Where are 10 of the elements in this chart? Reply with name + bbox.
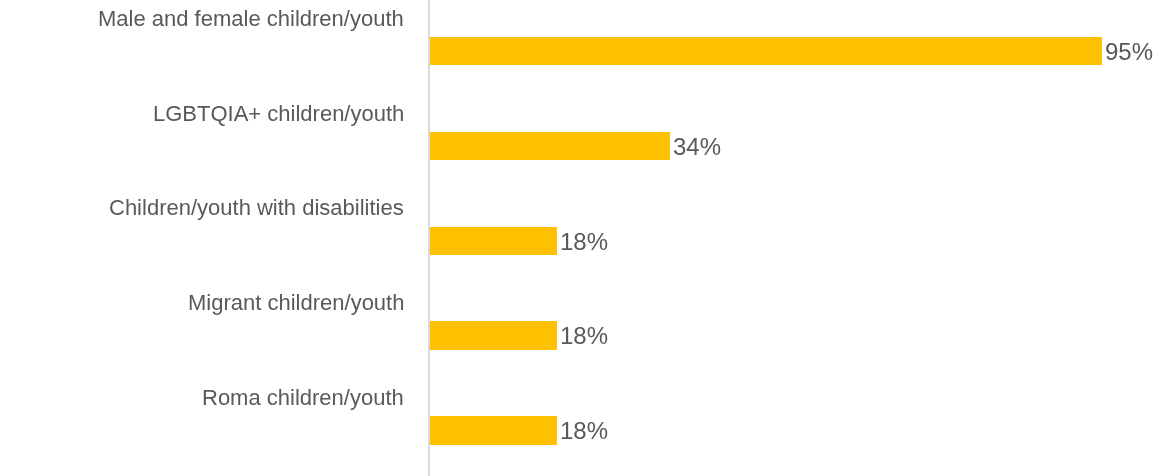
data-label: 18% bbox=[560, 227, 609, 255]
data-label: 95% bbox=[1105, 37, 1154, 65]
y-tick-label: Children/youth with disabilities bbox=[109, 195, 404, 220]
data-label: 34% bbox=[673, 132, 722, 160]
y-tick-label: Migrant children/youth bbox=[188, 290, 405, 315]
data-label: 18% bbox=[560, 322, 609, 349]
y-tick-label: Male and female children/youth bbox=[98, 6, 404, 31]
y-tick-label: LGBTQIA+ children/youth bbox=[153, 101, 405, 126]
y-tick-label: Roma children/youth bbox=[202, 385, 404, 410]
data-label: 18% bbox=[560, 417, 609, 444]
